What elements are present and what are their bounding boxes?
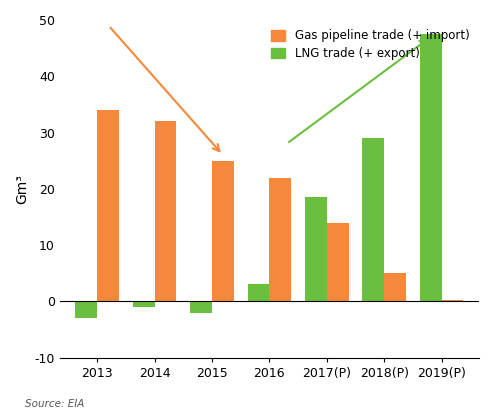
Bar <box>269 178 291 301</box>
Bar <box>75 301 97 318</box>
Bar <box>190 301 212 312</box>
Bar <box>384 273 406 301</box>
Bar <box>97 110 119 301</box>
Bar <box>305 197 327 301</box>
Bar <box>133 301 155 307</box>
Bar <box>155 121 176 301</box>
Bar <box>327 222 349 301</box>
Bar <box>420 34 442 301</box>
Y-axis label: Gm³: Gm³ <box>15 174 29 204</box>
Text: Source: EIA: Source: EIA <box>25 399 84 409</box>
Bar <box>363 138 384 301</box>
Bar <box>212 161 234 301</box>
Bar <box>442 300 463 301</box>
Legend: Gas pipeline trade (+ import), LNG trade (+ export): Gas pipeline trade (+ import), LNG trade… <box>268 26 473 64</box>
Bar <box>247 284 269 301</box>
